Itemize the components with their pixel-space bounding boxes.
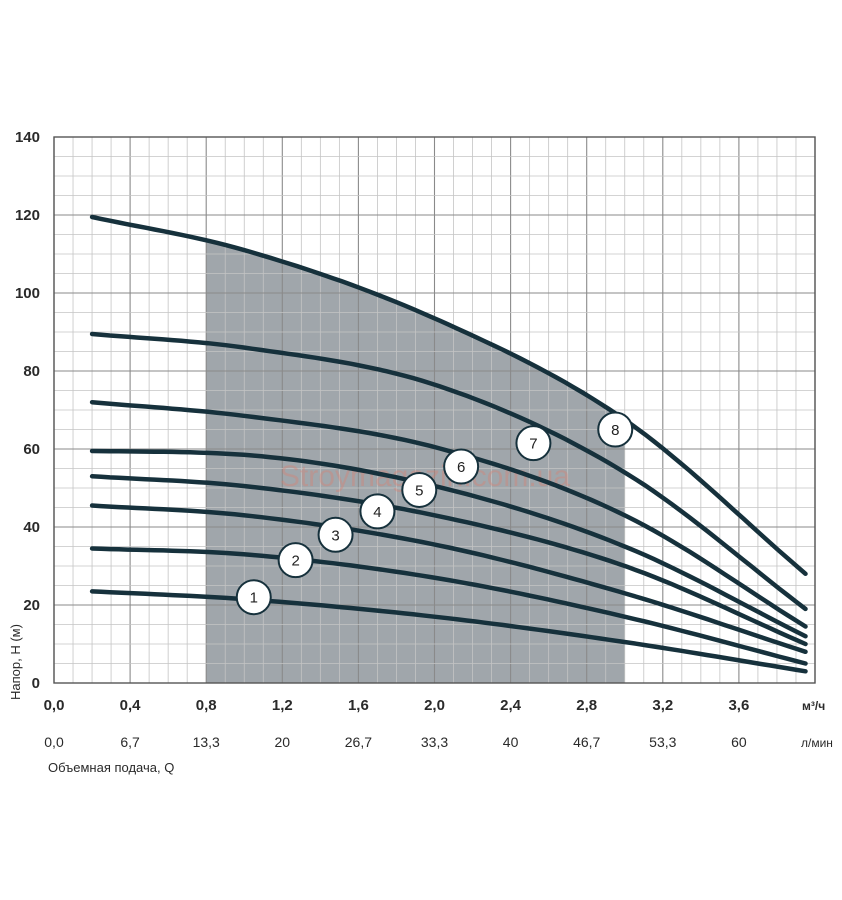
series-marker-7: 7 bbox=[515, 425, 552, 462]
series-markers: 1 2 3 4 5 6 7 8 bbox=[235, 411, 634, 616]
series-marker-circle bbox=[597, 411, 634, 448]
x2-tick-label: 26,7 bbox=[345, 734, 372, 750]
series-marker-circle bbox=[359, 493, 396, 530]
y-tick-label: 40 bbox=[23, 519, 40, 536]
x2-tick-label: 53,3 bbox=[649, 734, 676, 750]
series-curve-5 bbox=[89, 448, 808, 639]
y-axis-title: Напор, H (м) bbox=[8, 624, 23, 700]
x-tick-label: 0,8 bbox=[196, 697, 217, 714]
x-tick-label: 2,8 bbox=[576, 697, 597, 714]
x2-axis-ticks: 0,0 6,7 13,3 20 26,7 33,3 40 46,7 53,3 60 bbox=[44, 734, 747, 750]
x2-tick-label: 0,0 bbox=[44, 734, 64, 750]
y-tick-label: 140 bbox=[15, 129, 40, 146]
series-marker-label: 3 bbox=[331, 527, 339, 544]
series-marker-8: 8 bbox=[597, 411, 634, 448]
x-tick-label: 0,4 bbox=[120, 697, 142, 714]
series-marker-6: 6 bbox=[443, 448, 480, 485]
series-marker-label: 8 bbox=[611, 422, 619, 439]
series-marker-5: 5 bbox=[401, 471, 438, 508]
series-marker-1: 1 bbox=[235, 579, 272, 616]
x2-tick-label: 6,7 bbox=[120, 734, 140, 750]
series-curve-6 bbox=[89, 399, 808, 629]
series-marker-label: 1 bbox=[250, 590, 258, 607]
series-marker-circle bbox=[443, 448, 480, 485]
x-tick-label: 2,0 bbox=[424, 697, 445, 714]
x-tick-label: 3,6 bbox=[728, 697, 749, 714]
y-tick-label: 20 bbox=[23, 597, 40, 614]
series-marker-label: 4 bbox=[373, 504, 381, 521]
series-marker-circle bbox=[401, 471, 438, 508]
series-marker-circle bbox=[317, 516, 354, 553]
x-axis-title: Объемная подача, Q bbox=[48, 760, 174, 775]
x-tick-label: 1,6 bbox=[348, 697, 369, 714]
x2-tick-label: 33,3 bbox=[421, 734, 448, 750]
x-tick-label: 1,2 bbox=[272, 697, 293, 714]
series-curve-8 bbox=[89, 214, 808, 577]
series-marker-3: 3 bbox=[317, 516, 354, 553]
series-marker-label: 6 bbox=[457, 459, 465, 476]
series-marker-circle bbox=[235, 579, 272, 616]
x-tick-label: 3,2 bbox=[652, 697, 673, 714]
series-marker-circle bbox=[515, 425, 552, 462]
series-curves bbox=[89, 214, 808, 674]
series-curve-2 bbox=[89, 546, 808, 666]
y-tick-label: 80 bbox=[23, 363, 40, 380]
series-marker-label: 2 bbox=[291, 553, 299, 570]
series-marker-4: 4 bbox=[359, 493, 396, 530]
series-marker-2: 2 bbox=[277, 542, 314, 579]
y-tick-label: 0 bbox=[32, 675, 40, 692]
x2-tick-label: 40 bbox=[503, 734, 519, 750]
x-tick-label: 0,0 bbox=[44, 697, 65, 714]
plot-frame bbox=[53, 136, 816, 684]
x2-tick-label: 60 bbox=[731, 734, 747, 750]
x2-unit-label: л/мин bbox=[801, 736, 833, 750]
x-tick-label: 2,4 bbox=[500, 697, 522, 714]
y-tick-label: 120 bbox=[15, 207, 40, 224]
series-curve-3 bbox=[89, 503, 808, 655]
series-marker-circle bbox=[277, 542, 314, 579]
series-curve-4 bbox=[89, 474, 808, 647]
y-tick-label: 60 bbox=[23, 441, 40, 458]
series-curve-1 bbox=[89, 589, 808, 674]
x2-tick-label: 20 bbox=[275, 734, 291, 750]
x-unit-label: м³/ч bbox=[802, 699, 825, 713]
x2-tick-label: 13,3 bbox=[193, 734, 220, 750]
series-marker-label: 7 bbox=[529, 436, 537, 453]
series-marker-label: 5 bbox=[415, 482, 423, 499]
y-axis-ticks: 0 20 40 60 80 100 120 140 bbox=[15, 129, 40, 692]
series-curve-7 bbox=[89, 331, 808, 612]
x-axis-ticks: 0,0 0,4 0,8 1,2 1,6 2,0 2,4 2,8 3,2 3,6 bbox=[44, 697, 750, 714]
y-tick-label: 100 bbox=[15, 285, 40, 302]
x2-tick-label: 46,7 bbox=[573, 734, 600, 750]
